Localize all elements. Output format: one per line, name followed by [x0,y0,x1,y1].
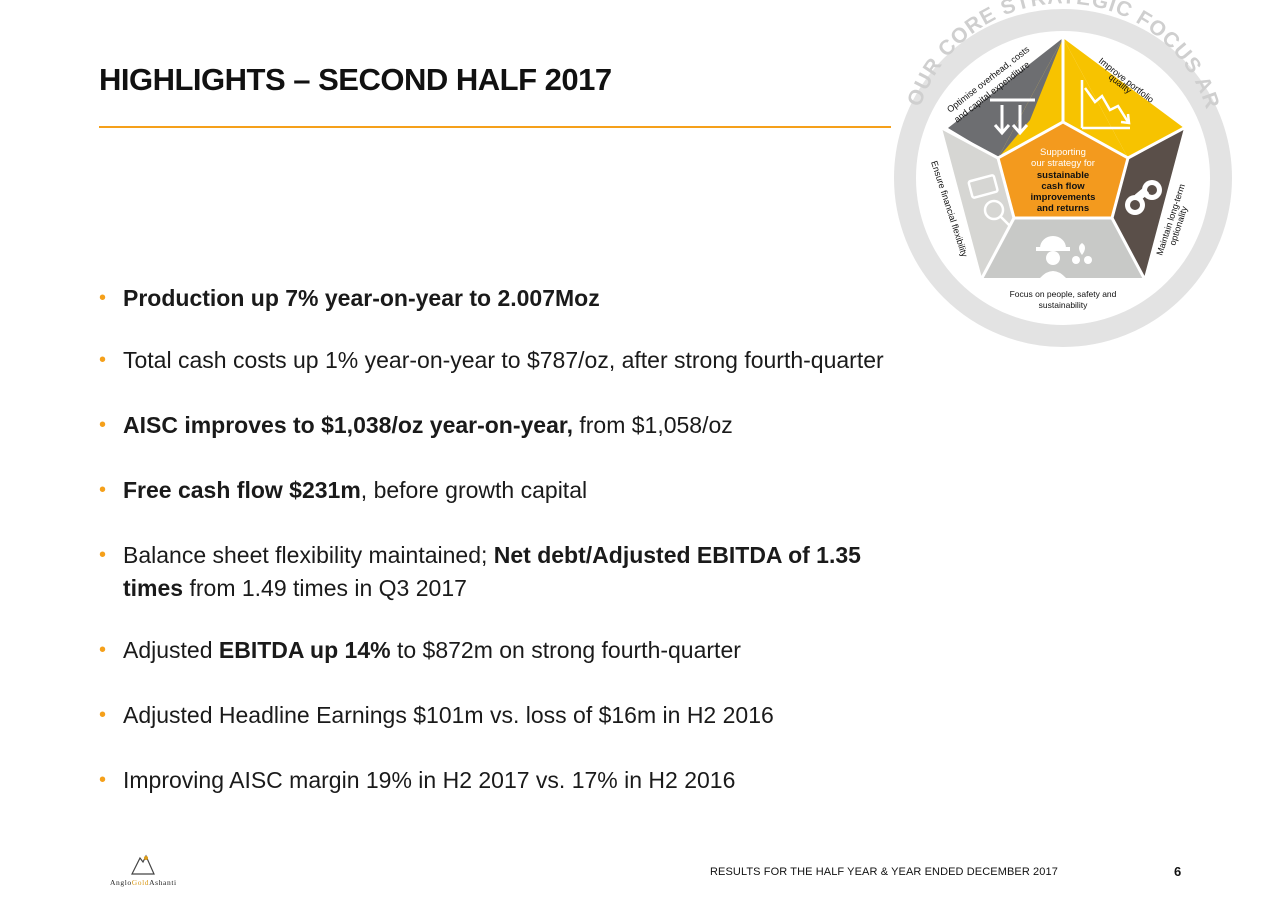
footer-caption: RESULTS FOR THE HALF YEAR & YEAR ENDED D… [710,866,1058,878]
logo-word-gold: Gold [131,878,150,887]
center-line-5: improvements [1031,192,1096,203]
segment-optimise [948,38,1063,158]
logo-word-ashanti: Ashanti [149,878,177,887]
bullet-text-bold: times [123,575,184,601]
bullet-marker: • [99,704,107,726]
bullet-text-regular: from $1,058/oz [572,412,733,438]
strategic-focus-diagram: OUR CORE STRATEGIC FOCUS AREAS Supportin… [882,0,1232,350]
center-line-4: cash flow [1041,181,1085,192]
bullet-text-regular: Total cash costs up 1% year-on-year to $… [123,347,884,373]
center-line-2: our strategy for [1031,158,1095,169]
segment-improve [1063,38,1184,158]
page-number: 6 [1174,864,1182,879]
outer-ring [894,9,1232,347]
company-logo: AngloGoldAshanti [110,852,210,892]
money-magnifier-icon [967,174,1011,227]
bullet-text-bold: Free cash flow $231m [123,477,361,503]
bullet-text-bold: Production up 7% year-on-year to 2.007Mo… [123,285,600,311]
binoculars-icon [1125,180,1162,215]
bullet-text-regular: Improving AISC margin 19% in H2 2017 vs.… [123,767,736,793]
bullet-marker: • [99,349,107,371]
bullet-text-regular: to $872m on strong fourth-quarter [390,637,741,663]
bullet-text-regular: Adjusted [123,637,219,663]
bullet-text-regular: from 1.49 times in Q3 2017 [183,575,467,601]
bullet-text: Improving AISC margin 19% in H2 2017 vs.… [123,764,735,797]
bullet-marker: • [99,769,107,791]
chart-decline-icon [1080,80,1131,130]
bullet-text-bold: AISC improves to $1,038/oz year-on-year, [123,412,573,438]
arrows-down-icon [990,98,1035,136]
focus-label-2: sustainability [1039,300,1088,310]
bullet-text-regular: Balance sheet flexibility maintained; [123,542,494,568]
center-pentagon [996,120,1130,220]
bullet-text: AISC improves to $1,038/oz year-on-year,… [123,409,733,442]
logo-word-anglo: Anglo [110,878,132,887]
bullet-text: Adjusted EBITDA up 14% to $872m on stron… [123,634,741,667]
logo-wordmark: AngloGoldAshanti [110,878,177,887]
bullet-text: Free cash flow $231m, before growth capi… [123,474,587,507]
segment-ensure [942,128,1014,278]
bullet-marker: • [99,414,107,436]
center-line-6: and returns [1037,203,1089,214]
bullet-text-bold: Net debt/Adjusted EBITDA of 1.35 [493,542,861,568]
bullet-text-regular: Adjusted Headline Earnings $101m vs. los… [123,702,774,728]
bullet-text: Adjusted Headline Earnings $101m vs. los… [123,699,774,732]
center-text: Supporting our strategy for sustainable … [1031,147,1096,214]
segment-maintain [1112,128,1184,278]
logo-mark-icon [131,854,155,875]
title-underline [99,126,891,128]
focus-label-1: Focus on people, safety and [1010,289,1117,299]
bullet-text: Production up 7% year-on-year to 2.007Mo… [123,282,600,315]
bullet-marker: • [99,479,107,501]
bullet-text-bold: EBITDA up 14% [218,637,391,663]
slide-title: HIGHLIGHTS – SECOND HALF 2017 [99,62,612,97]
bullet-marker: • [99,639,107,661]
bullet-text: Total cash costs up 1% year-on-year to $… [123,344,884,377]
center-line-1: Supporting [1040,147,1086,158]
bullet-text-regular: , before growth capital [360,477,588,503]
bullet-marker: • [99,287,107,309]
safety-helmet-icon [1036,236,1092,278]
bullet-text: Balance sheet flexibility maintained; Ne… [123,539,861,605]
bullet-marker: • [99,544,107,566]
center-line-3: sustainable [1037,170,1089,181]
